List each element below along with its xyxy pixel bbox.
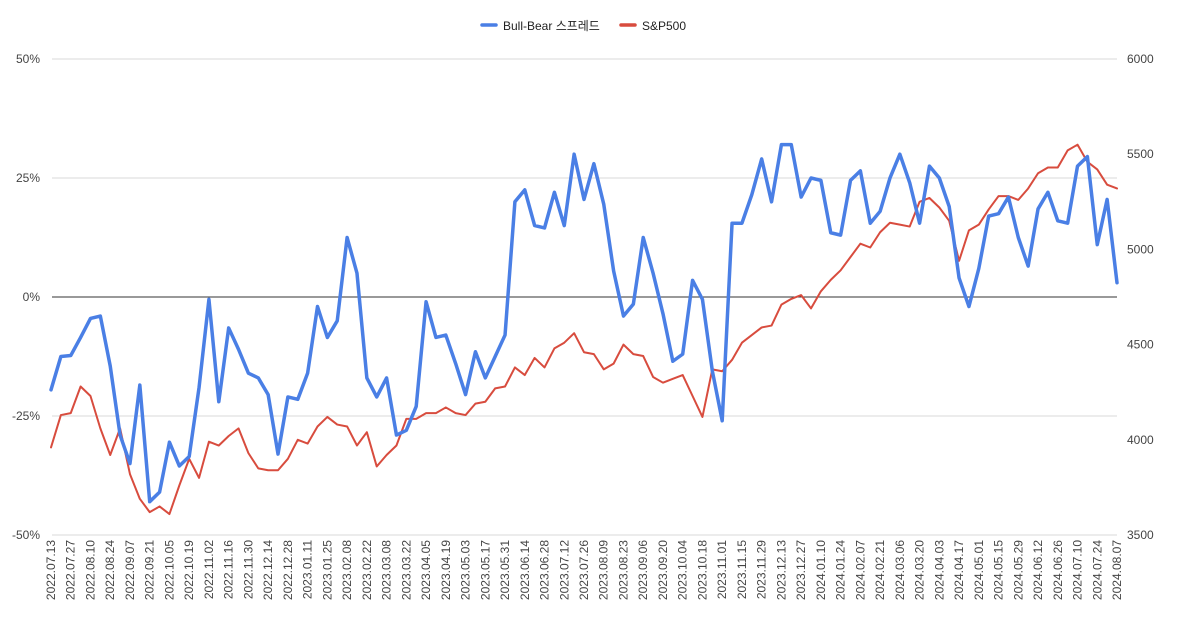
x-tick-label: 2023.04.19 xyxy=(439,540,453,600)
x-tick-label: 2024.05.15 xyxy=(992,540,1006,600)
x-tick-label: 2024.02.07 xyxy=(853,540,867,600)
x-tick-label: 2023.10.18 xyxy=(695,540,709,600)
x-tick-label: 2024.05.01 xyxy=(972,540,986,600)
x-tick-label: 2023.06.14 xyxy=(518,540,532,600)
gridlines xyxy=(52,58,1117,536)
x-tick-label: 2024.04.03 xyxy=(932,540,946,600)
series-line-bull-bear xyxy=(49,142,1119,504)
x-tick-label: 2022.07.13 xyxy=(44,540,58,600)
x-tick-label: 2022.09.21 xyxy=(143,540,157,600)
x-tick-label: 2023.08.23 xyxy=(616,540,630,600)
x-tick-label: 2023.05.31 xyxy=(498,540,512,600)
x-tick-label: 2023.12.27 xyxy=(794,540,808,600)
x-tick-label: 2023.07.12 xyxy=(557,540,571,600)
right-tick-label: 3500 xyxy=(1127,528,1154,542)
left-tick-label: -25% xyxy=(12,409,40,423)
x-tick-label: 2023.02.22 xyxy=(360,540,374,600)
left-tick-label: -50% xyxy=(12,528,40,542)
x-tick-label: 2023.11.01 xyxy=(715,540,729,599)
x-tick-label: 2023.10.04 xyxy=(676,540,690,600)
x-tick-label: 2022.10.19 xyxy=(182,540,196,600)
x-tick-label: 2024.06.26 xyxy=(1051,540,1065,600)
x-tick-label: 2023.03.08 xyxy=(380,540,394,600)
x-tick-label: 2023.07.26 xyxy=(577,540,591,600)
x-tick-label: 2024.04.17 xyxy=(952,540,966,600)
x-axis: 2022.07.13 2022.07.27 2022.08.10 2022.08.24… xyxy=(44,540,1124,600)
x-tick-label: 2024.06.12 xyxy=(1031,540,1045,600)
x-tick-label: 2022.10.05 xyxy=(162,540,176,600)
x-tick-label: 2024.01.24 xyxy=(834,540,848,600)
x-tick-label: 2024.08.07 xyxy=(1110,540,1124,600)
right-tick-label: 4000 xyxy=(1127,433,1154,447)
legend-item-sp500: S&P500 xyxy=(619,19,686,33)
right-axis: 3500 4000 4500 5000 5500 6000 xyxy=(1127,52,1154,542)
right-tick-label: 4500 xyxy=(1127,338,1154,352)
left-tick-label: 50% xyxy=(16,52,40,66)
x-tick-label: 2023.09.06 xyxy=(636,540,650,600)
right-tick-label: 5500 xyxy=(1127,147,1154,161)
x-tick-label: 2022.11.30 xyxy=(241,540,255,599)
x-tick-label: 2022.09.07 xyxy=(123,540,137,600)
x-tick-label: 2023.04.05 xyxy=(419,540,433,600)
x-tick-label: 2024.03.06 xyxy=(893,540,907,600)
x-tick-label: 2023.01.11 xyxy=(301,540,315,599)
x-tick-label: 2023.05.17 xyxy=(478,540,492,600)
legend-label: Bull-Bear 스프레드 xyxy=(503,19,600,33)
x-tick-label: 2022.07.27 xyxy=(64,540,78,600)
x-tick-label: 2024.03.20 xyxy=(913,540,927,600)
x-tick-label: 2023.11.29 xyxy=(755,540,769,599)
left-tick-label: 0% xyxy=(23,290,41,304)
right-tick-label: 5000 xyxy=(1127,242,1154,256)
legend-item-bull-bear: Bull-Bear 스프레드 xyxy=(480,19,600,33)
right-tick-label: 6000 xyxy=(1127,52,1154,66)
x-tick-label: 2024.07.24 xyxy=(1090,540,1104,600)
x-tick-label: 2024.02.21 xyxy=(873,540,887,600)
x-tick-label: 2022.12.28 xyxy=(281,540,295,600)
x-tick-label: 2022.08.24 xyxy=(103,540,117,600)
x-tick-label: 2023.11.15 xyxy=(735,540,749,599)
x-tick-label: 2023.12.13 xyxy=(774,540,788,600)
legend: Bull-Bear 스프레드 S&P500 xyxy=(480,19,686,33)
x-tick-label: 2024.07.10 xyxy=(1071,540,1085,600)
x-tick-label: 2022.11.02 xyxy=(202,540,216,599)
x-tick-label: 2024.01.10 xyxy=(814,540,828,600)
series-line-sp500 xyxy=(50,143,1118,516)
legend-label: S&P500 xyxy=(642,19,686,33)
left-axis: -50% -25% 0% 25% 50% xyxy=(12,52,40,542)
x-tick-label: 2023.09.20 xyxy=(656,540,670,600)
x-tick-label: 2022.08.10 xyxy=(83,540,97,600)
x-tick-label: 2023.06.28 xyxy=(538,540,552,600)
series-lines xyxy=(49,142,1119,516)
x-tick-label: 2022.11.16 xyxy=(222,540,236,599)
x-tick-label: 2023.08.09 xyxy=(597,540,611,600)
left-tick-label: 25% xyxy=(16,171,40,185)
x-tick-label: 2022.12.14 xyxy=(261,540,275,600)
x-tick-label: 2024.05.29 xyxy=(1011,540,1025,600)
x-tick-label: 2023.02.08 xyxy=(340,540,354,600)
x-tick-label: 2023.03.22 xyxy=(399,540,413,600)
x-tick-label: 2023.01.25 xyxy=(320,540,334,600)
x-tick-label: 2023.05.03 xyxy=(459,540,473,600)
